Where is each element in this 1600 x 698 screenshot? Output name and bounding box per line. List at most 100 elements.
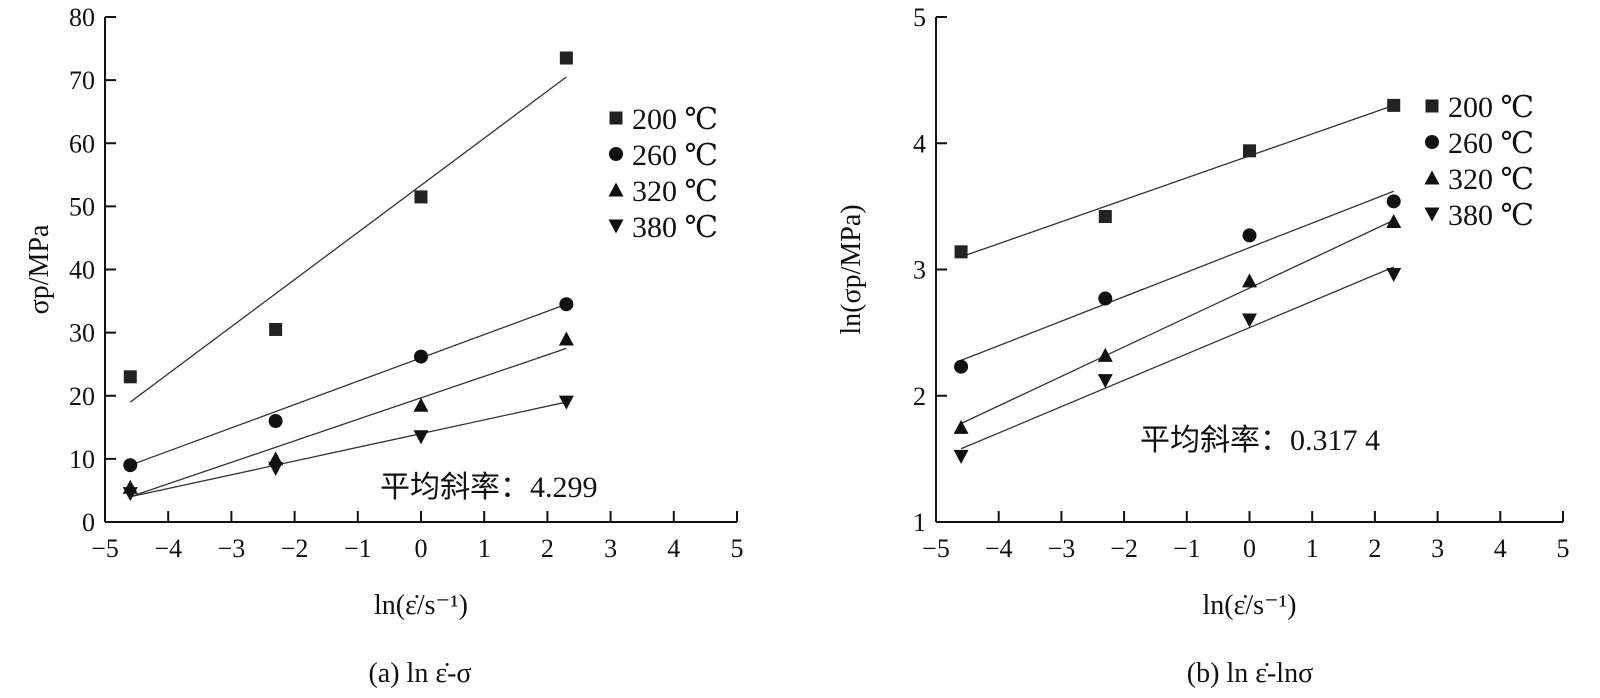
fit-line	[960, 219, 1394, 425]
legend-marker	[608, 219, 624, 234]
x-tick-label: 0	[1243, 534, 1256, 563]
data-point	[1243, 144, 1256, 158]
series-260	[123, 297, 574, 473]
data-point	[268, 414, 283, 428]
x-tick-label: −3	[218, 534, 246, 563]
data-point	[413, 430, 429, 445]
fit-line	[129, 76, 567, 403]
x-tick-label: −1	[1173, 534, 1201, 563]
y-tick-label: 30	[69, 319, 95, 348]
x-tick-label: 3	[604, 534, 617, 563]
legend-label: 380 ℃	[1448, 199, 1534, 232]
data-point	[122, 487, 138, 502]
data-point	[1386, 194, 1401, 209]
x-tick-label: 3	[1431, 534, 1444, 563]
legend-label: 380 ℃	[632, 211, 718, 244]
x-tick-label: 5	[1557, 534, 1570, 563]
x-axis-label: ln(ε̇/s⁻¹)	[1202, 590, 1296, 621]
data-point	[953, 419, 969, 434]
x-tick-label: −2	[1110, 534, 1138, 563]
y-tick-label: 40	[69, 256, 95, 285]
data-point	[414, 349, 428, 364]
slope-annotation: 平均斜率：4.299	[380, 471, 598, 504]
x-tick-label: 5	[731, 534, 744, 563]
series-200	[123, 51, 573, 403]
data-point	[954, 359, 969, 374]
x-tick-label: −3	[1048, 534, 1076, 563]
legend-marker	[1424, 170, 1440, 185]
legend-marker	[609, 111, 623, 125]
x-tick-label: 2	[541, 534, 554, 563]
legend-label: 320 ℃	[1448, 163, 1534, 196]
y-tick-label: 1	[913, 508, 926, 537]
x-tick-label: 4	[667, 534, 680, 563]
legend-marker	[608, 182, 624, 197]
data-point	[558, 395, 574, 410]
legend-marker	[1425, 135, 1439, 149]
data-point	[1242, 313, 1257, 328]
x-axis-label: ln(ε̇/s⁻¹)	[374, 590, 468, 621]
legend-label: 320 ℃	[632, 175, 718, 208]
slope-annotation: 平均斜率：0.317 4	[1140, 424, 1380, 457]
x-tick-label: 1	[478, 534, 491, 563]
data-point	[268, 461, 284, 476]
data-point	[558, 331, 574, 346]
series-380	[953, 266, 1402, 464]
fit-line	[130, 401, 567, 498]
legend-label: 260 ℃	[1448, 127, 1534, 160]
legend-label: 200 ℃	[632, 103, 718, 136]
y-tick-label: 5	[913, 3, 926, 32]
x-tick-label: −5	[91, 534, 119, 563]
legend-label: 260 ℃	[632, 139, 718, 172]
y-axis-label: σp/MPa	[24, 224, 55, 314]
y-axis-label: ln(σp/MPa)	[836, 204, 867, 334]
data-point	[1097, 374, 1113, 389]
y-tick-label: 50	[69, 192, 95, 221]
chart-caption: (b) ln ε̇-lnσ	[1187, 658, 1313, 689]
chart-panel-a: −5 −4 −3 −2 −1 0 1 2 3 4 501020304050607080ln(ε̇/s…	[24, 3, 744, 689]
x-tick-label: 1	[1306, 534, 1319, 563]
series-320	[953, 214, 1402, 434]
data-point	[1098, 209, 1112, 223]
data-point	[559, 297, 574, 312]
legend-label: 200 ℃	[1448, 91, 1534, 124]
data-point	[1386, 268, 1402, 283]
data-point	[414, 190, 428, 204]
data-point	[953, 449, 969, 464]
data-point	[1097, 347, 1113, 362]
y-tick-label: 10	[69, 445, 95, 474]
data-point	[1242, 228, 1257, 243]
x-tick-label: −2	[281, 534, 309, 563]
fit-line	[960, 104, 1394, 258]
data-point	[1242, 273, 1257, 288]
x-tick-label: 2	[1368, 534, 1381, 563]
x-tick-label: 4	[1494, 534, 1507, 563]
x-tick-label: −1	[344, 534, 372, 563]
data-point	[123, 370, 137, 384]
legend-marker	[609, 147, 623, 161]
y-tick-label: 3	[913, 256, 926, 285]
data-point	[1386, 214, 1402, 229]
data-point	[1098, 291, 1113, 306]
fit-line	[960, 190, 1394, 362]
x-tick-label: −4	[985, 534, 1013, 563]
x-tick-label: 0	[415, 534, 428, 563]
x-tick-label: −4	[154, 534, 182, 563]
y-tick-label: 2	[913, 382, 926, 411]
data-point	[1387, 98, 1401, 112]
x-tick-label: −5	[922, 534, 950, 563]
y-tick-label: 4	[913, 129, 926, 158]
y-tick-label: 80	[69, 3, 95, 32]
y-tick-label: 20	[69, 382, 95, 411]
legend-marker	[1425, 99, 1439, 113]
legend-marker	[1424, 207, 1440, 222]
y-tick-label: 70	[69, 66, 95, 95]
chart-panel-b: −5 −4 −3 −2 −1 0 1 2 3 4 5 1 2 3 4 5 ln(ε̇/s⁻¹) ln(σp/MPa…	[836, 3, 1570, 689]
data-point	[123, 458, 138, 473]
chart-caption: (a) ln ε̇-σ	[368, 658, 471, 689]
data-point	[413, 397, 429, 412]
fit-line	[130, 303, 567, 466]
fit-line	[960, 266, 1394, 450]
series-380	[122, 395, 574, 502]
